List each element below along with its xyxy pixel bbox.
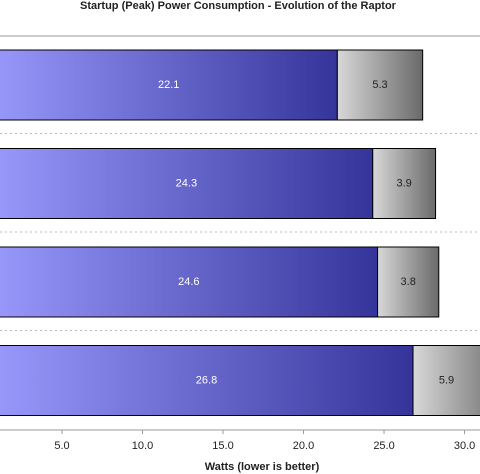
value-label: 5.3 (372, 79, 387, 91)
x-tick-label: 20.0 (293, 440, 314, 452)
bar-segment (377, 246, 440, 318)
value-label: 3.8 (401, 276, 416, 288)
x-tick-label: 25.0 (373, 440, 394, 452)
value-label: 5.9 (439, 374, 454, 386)
value-label: 22.1 (158, 79, 179, 91)
value-label: 24.6 (178, 276, 199, 288)
x-axis-label: Watts (lower is better) (205, 461, 320, 473)
value-label: 3.9 (397, 177, 412, 189)
bar-segment (372, 148, 437, 219)
x-tick-label: 30.0 (454, 440, 475, 452)
bar-segment (412, 345, 480, 416)
chart-title: Startup (Peak) Power Consumption - Evolu… (80, 0, 397, 12)
plot-area (0, 49, 480, 416)
bar-segment (0, 345, 414, 416)
x-tick-label: 15.0 (212, 440, 233, 452)
bar-segment (336, 49, 424, 121)
value-label: 24.3 (176, 177, 197, 189)
value-label: 26.8 (196, 374, 217, 386)
x-tick-label: 10.0 (132, 440, 153, 452)
x-tick-label: 5.0 (54, 440, 69, 452)
